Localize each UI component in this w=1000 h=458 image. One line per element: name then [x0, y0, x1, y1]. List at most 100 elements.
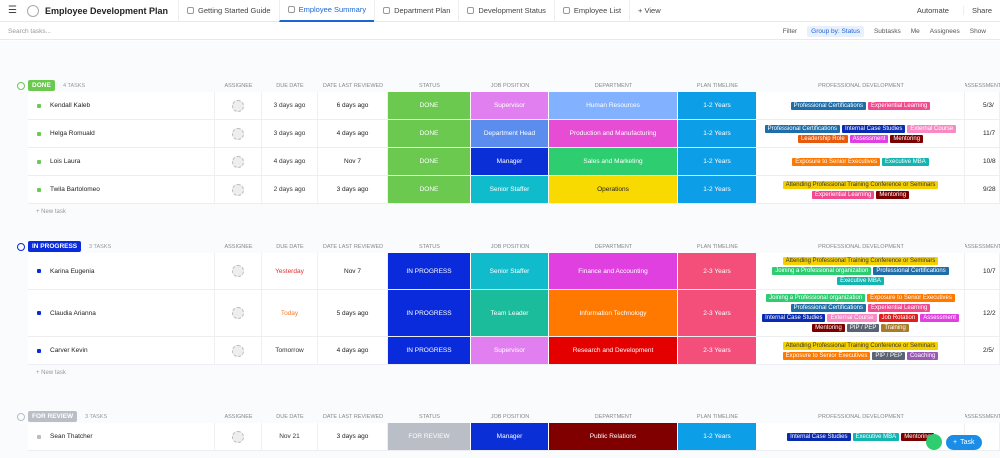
automate[interactable]: Automate — [916, 6, 949, 15]
task-row[interactable]: Kendall Kaleb 3 days ago 6 days ago DONE Sup… — [28, 92, 1000, 120]
due-cell: Tomorrow — [262, 337, 318, 364]
task-name[interactable]: Carver Kevin — [50, 347, 88, 354]
tab-icon — [562, 7, 570, 14]
status-dot — [37, 311, 41, 315]
group-by[interactable]: Group by: Status — [807, 25, 864, 37]
professional-development: Attending Professional Training Conferen… — [757, 253, 965, 289]
column-header: ASSIGNEE — [224, 82, 253, 89]
collapse-toggle[interactable] — [17, 81, 25, 90]
add-view[interactable]: + View — [629, 0, 669, 22]
collapse-toggle[interactable] — [17, 242, 25, 251]
assessment-cell: 2/5/ — [965, 337, 1000, 364]
task-name-cell: Sean Thatcher — [28, 423, 215, 450]
collapse-toggle[interactable] — [17, 412, 25, 421]
assignees[interactable]: Assignees — [929, 27, 960, 35]
assignee-avatar[interactable] — [232, 344, 244, 357]
task-name[interactable]: Kendall Kaleb — [50, 102, 91, 109]
job-position: Senior Staffer — [471, 253, 549, 289]
task-row[interactable]: Karina Eugenia Yesterday Nov 7 IN PROGRESS S… — [28, 253, 1000, 290]
professional-development: Attending Professional Training Conferen… — [757, 337, 965, 364]
plan-timeline-text: 1-2 Years — [703, 130, 731, 137]
tab-label[interactable]: Development Status — [478, 6, 546, 15]
column-header: ASSIGNEE — [224, 243, 253, 250]
tab-label[interactable]: Getting Started Guide — [198, 6, 271, 15]
new-task[interactable]: + New task — [36, 209, 66, 215]
chat-button[interactable] — [926, 434, 942, 450]
task-name[interactable]: Claudia Arianna — [50, 309, 96, 317]
task-name[interactable]: Twila Bartolomeo — [50, 186, 100, 193]
menu-icon[interactable]: ☰ — [8, 5, 17, 16]
show[interactable]: Show — [969, 27, 986, 35]
subtasks[interactable]: Subtasks — [873, 27, 901, 35]
tab[interactable]: Department Plan — [374, 0, 458, 22]
tab-label[interactable]: Department Plan — [394, 6, 451, 15]
assignee-cell — [215, 290, 262, 336]
task-row[interactable]: Carver Kevin Tomorrow 4 days ago IN PROGRES… — [28, 337, 1000, 365]
department: Information Technology — [549, 290, 678, 336]
status: IN PROGRESS — [388, 253, 471, 289]
task-row[interactable]: Twila Bartolomeo 2 days ago 3 days ago DONE… — [28, 176, 1000, 204]
development-tag: Joining a Professional organization — [766, 294, 866, 302]
department: Operations — [549, 176, 678, 203]
column-header: DATE LAST REVIEWED — [322, 243, 384, 250]
task-row[interactable]: Lois Laura 4 days ago Nov 7 DONE Manager Sale… — [28, 148, 1000, 176]
department-text: Research and Development — [572, 347, 654, 354]
task-name[interactable]: Helga Romuald — [50, 130, 95, 137]
list-body: DONE 4 TASKS ASSIGNEE DUE DATE DATE LAST REV… — [0, 41, 1000, 458]
assignee-avatar[interactable] — [232, 127, 244, 140]
job-position-text: Manager — [496, 158, 523, 165]
development-tag: Assessment — [849, 134, 889, 143]
tab[interactable]: Employee Summary — [278, 0, 375, 22]
task-name-cell: Helga Romuald — [28, 120, 215, 147]
job-position: Manager — [471, 148, 549, 175]
assignee-cell — [215, 253, 262, 289]
assignee-avatar[interactable] — [232, 155, 244, 168]
assignee-avatar[interactable] — [232, 430, 244, 443]
tab[interactable]: Employee List — [553, 0, 629, 22]
task-row[interactable]: Claudia Arianna Today 5 days ago IN PROGRES… — [28, 290, 1000, 337]
task-row[interactable]: Helga Romuald 3 days ago 4 days ago DONE Dep… — [28, 120, 1000, 148]
task-name[interactable]: Karina Eugenia — [50, 267, 95, 275]
due-cell: 4 days ago — [262, 148, 318, 175]
assignee-avatar[interactable] — [232, 307, 244, 319]
department-text: Public Relations — [589, 433, 637, 440]
tab-icon — [383, 7, 391, 14]
filter[interactable]: Filter — [782, 27, 798, 35]
task-name-cell: Twila Bartolomeo — [28, 176, 215, 203]
department-text: Production and Manufacturing — [569, 130, 657, 137]
job-position-text: Senior Staffer — [489, 267, 530, 275]
development-tag: Experiential Learning — [868, 101, 931, 110]
tab-label[interactable]: Employee List — [573, 6, 622, 15]
development-tag: Experiential Learning — [811, 190, 875, 199]
add-task-label[interactable]: Task — [960, 439, 975, 446]
task-name[interactable]: Lois Laura — [50, 158, 81, 165]
share[interactable]: Share — [962, 6, 992, 15]
column-header: DATE LAST REVIEWED — [322, 413, 384, 420]
development-tag: Attending Professional Training Conferen… — [782, 180, 939, 189]
add-task-button[interactable]: + Task — [946, 435, 982, 450]
assignee-avatar[interactable] — [232, 99, 244, 112]
tab[interactable]: Getting Started Guide — [178, 0, 279, 22]
development-tag: Executive MBA — [852, 432, 900, 441]
assignee-avatar[interactable] — [232, 183, 244, 196]
plan-timeline-text: 1-2 Years — [703, 433, 731, 440]
assignee-avatar[interactable] — [232, 265, 244, 277]
reviewed-cell: Nov 7 — [318, 253, 388, 289]
tab-label[interactable]: Employee Summary — [298, 5, 367, 14]
plan-timeline: 2-3 Years — [678, 337, 757, 364]
new-task[interactable]: + New task — [36, 370, 66, 376]
space-icon[interactable] — [26, 4, 39, 17]
development-tag: Professional Certifications — [873, 267, 949, 275]
search[interactable]: Search tasks... — [8, 27, 51, 35]
due-date: Yesterday — [275, 267, 304, 275]
tab[interactable]: Development Status — [458, 0, 554, 22]
plan-timeline: 1-2 Years — [678, 423, 757, 450]
me[interactable]: Me — [910, 27, 920, 35]
date-last-reviewed: 3 days ago — [336, 186, 369, 193]
task-row[interactable]: Sean Thatcher Nov 21 3 days ago FOR REVIEW M… — [28, 423, 1000, 451]
status: IN PROGRESS — [388, 290, 471, 336]
job-position: Senior Staffer — [471, 176, 549, 203]
development-tag: Mentoring — [876, 190, 910, 199]
task-name[interactable]: Sean Thatcher — [50, 433, 93, 440]
development-tag: Executive MBA — [882, 157, 929, 166]
